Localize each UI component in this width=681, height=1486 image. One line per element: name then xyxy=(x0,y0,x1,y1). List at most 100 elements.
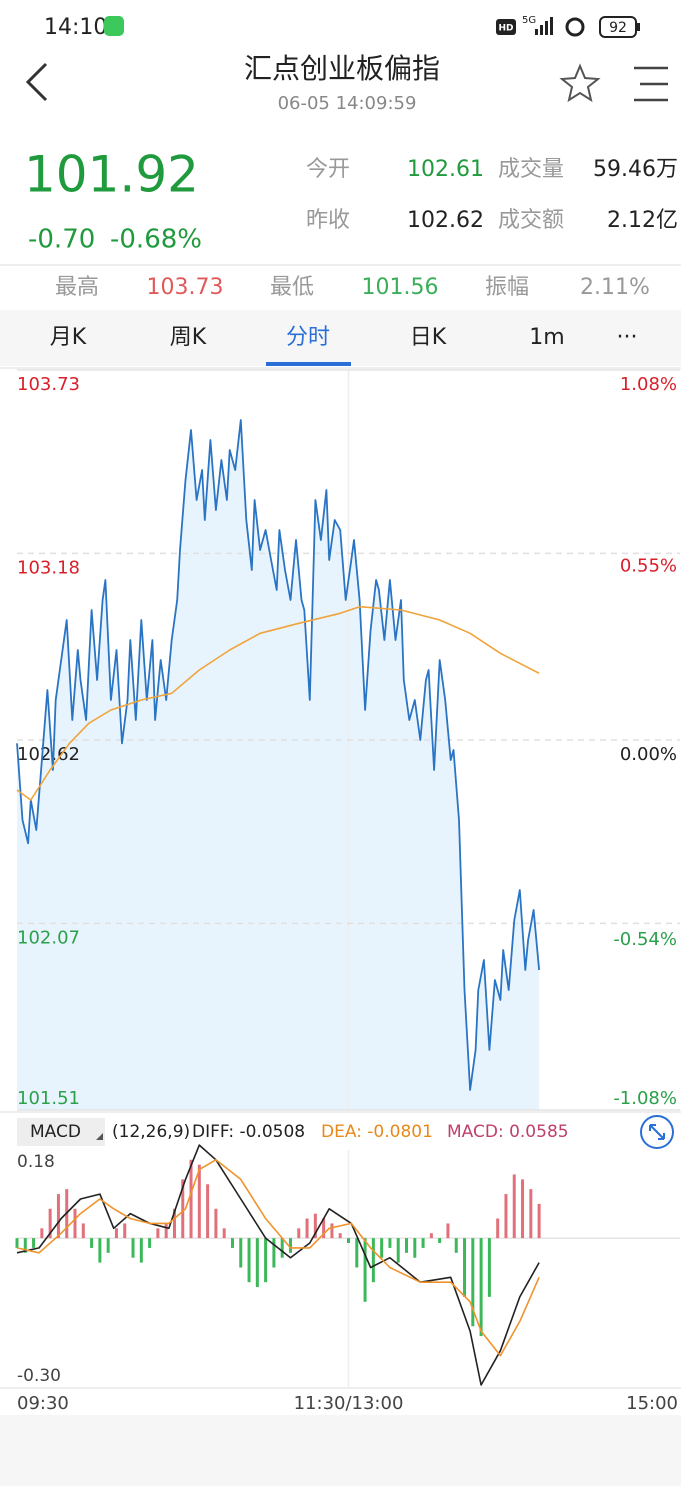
stat-label: 今开 xyxy=(306,157,350,182)
macd-bar xyxy=(313,1213,317,1239)
y-tick-label: -0.30 xyxy=(17,1366,61,1386)
macd-bar xyxy=(429,1233,433,1239)
indicator-arrow xyxy=(96,1133,103,1140)
app-icon xyxy=(104,16,124,36)
hd-text: HD xyxy=(498,24,513,34)
change-percent: -0.68% xyxy=(110,225,202,255)
macd-bar xyxy=(371,1238,375,1283)
y2-tick-label: 0.55% xyxy=(620,556,677,577)
stat-label: 成交量 xyxy=(498,157,564,182)
tab[interactable]: 周K xyxy=(170,325,207,350)
macd-bar xyxy=(73,1208,77,1239)
macd-bar xyxy=(388,1238,392,1248)
macd-bar xyxy=(446,1223,450,1239)
macd-bar xyxy=(197,1164,201,1239)
tab[interactable]: ··· xyxy=(617,325,638,350)
stat-value: 102.62 xyxy=(407,208,484,233)
macd-bar xyxy=(23,1238,27,1253)
macd-label: MACD: 0.0585 xyxy=(447,1122,569,1142)
macd-bar xyxy=(454,1238,458,1253)
macd-bar xyxy=(396,1238,400,1263)
macd-bar xyxy=(330,1223,334,1239)
x-tick-label: 09:30 xyxy=(17,1393,69,1414)
x-tick-label: 11:30/13:00 xyxy=(294,1393,404,1414)
average-line xyxy=(16,605,540,801)
macd-bar xyxy=(305,1218,309,1239)
diff-line xyxy=(16,1144,540,1386)
stat-label: 昨收 xyxy=(306,208,350,233)
macd-bar xyxy=(413,1238,417,1258)
back-button[interactable] xyxy=(25,62,48,102)
favorite-button[interactable] xyxy=(559,63,601,103)
macd-bar xyxy=(230,1238,234,1248)
stat-value: 59.46万 xyxy=(593,157,678,182)
tab-indicator xyxy=(266,362,351,366)
macd-bar xyxy=(537,1203,541,1239)
tab[interactable]: 月K xyxy=(50,325,87,350)
battery-level: 92 xyxy=(609,20,627,36)
macd-bar xyxy=(48,1208,52,1239)
tab[interactable]: 1m xyxy=(529,325,564,350)
price-line xyxy=(16,419,540,1091)
y2-tick-label: 1.08% xyxy=(620,374,677,395)
diff-label: DIFF: -0.0508 xyxy=(192,1122,305,1142)
range-value: 2.11% xyxy=(580,275,650,300)
macd-bar xyxy=(471,1238,475,1327)
macd-bar xyxy=(56,1194,60,1239)
macd-bar xyxy=(355,1238,359,1268)
change: -0.70 xyxy=(28,225,95,255)
macd-bar xyxy=(496,1218,500,1239)
dea-line xyxy=(16,1159,540,1357)
expand-button[interactable] xyxy=(640,1115,674,1149)
x-tick-label: 15:00 xyxy=(626,1393,678,1414)
macd-bar xyxy=(222,1228,226,1239)
macd-bar xyxy=(487,1238,491,1297)
y-tick-label: 103.18 xyxy=(17,557,80,578)
bottom-area xyxy=(0,1415,681,1486)
macd-bar xyxy=(114,1228,118,1239)
range-label: 最高 xyxy=(55,275,99,300)
range-label: 振幅 xyxy=(485,275,529,300)
macd-bar xyxy=(239,1238,243,1268)
macd-bar xyxy=(247,1238,251,1283)
expand-icon xyxy=(649,1124,665,1140)
macd-bar xyxy=(280,1238,284,1258)
macd-bar xyxy=(512,1174,516,1239)
macd-bar xyxy=(405,1238,409,1253)
macd-bar xyxy=(529,1189,533,1239)
range-value: 101.56 xyxy=(362,275,439,300)
hotspot-icon xyxy=(565,17,585,37)
indicator-name: MACD xyxy=(30,1122,81,1142)
macd-bar xyxy=(363,1238,367,1302)
macd-bar xyxy=(98,1238,102,1263)
macd-bar xyxy=(206,1184,210,1239)
stat-label: 成交额 xyxy=(498,208,564,233)
macd-bar xyxy=(32,1238,36,1248)
y-tick-label: 102.07 xyxy=(17,927,80,948)
macd-bar xyxy=(338,1233,342,1239)
macd-bar xyxy=(131,1238,135,1258)
indicator-params: (12,26,9) xyxy=(112,1122,190,1142)
macd-bar xyxy=(421,1238,425,1248)
battery-icon xyxy=(599,16,637,38)
stat-value: 102.61 xyxy=(407,157,484,182)
indicator-tab[interactable] xyxy=(17,1118,105,1146)
y-tick-label: 101.51 xyxy=(17,1088,80,1109)
macd-bar xyxy=(189,1159,193,1239)
price-area xyxy=(17,420,540,1110)
network-text: 5G xyxy=(522,15,536,26)
range-value: 103.73 xyxy=(147,275,224,300)
menu-button[interactable] xyxy=(634,66,668,102)
macd-bar xyxy=(463,1238,467,1297)
tab[interactable]: 分时 xyxy=(286,325,330,350)
y-tick-label: 103.73 xyxy=(17,374,80,395)
tab-bar xyxy=(0,310,681,366)
y-tick-label: 102.62 xyxy=(17,744,80,765)
macd-bar xyxy=(172,1208,176,1239)
macd-bar xyxy=(15,1238,19,1248)
tab[interactable]: 日K xyxy=(410,325,447,350)
macd-bar xyxy=(214,1208,218,1239)
dea-label: DEA: -0.0801 xyxy=(321,1122,433,1142)
